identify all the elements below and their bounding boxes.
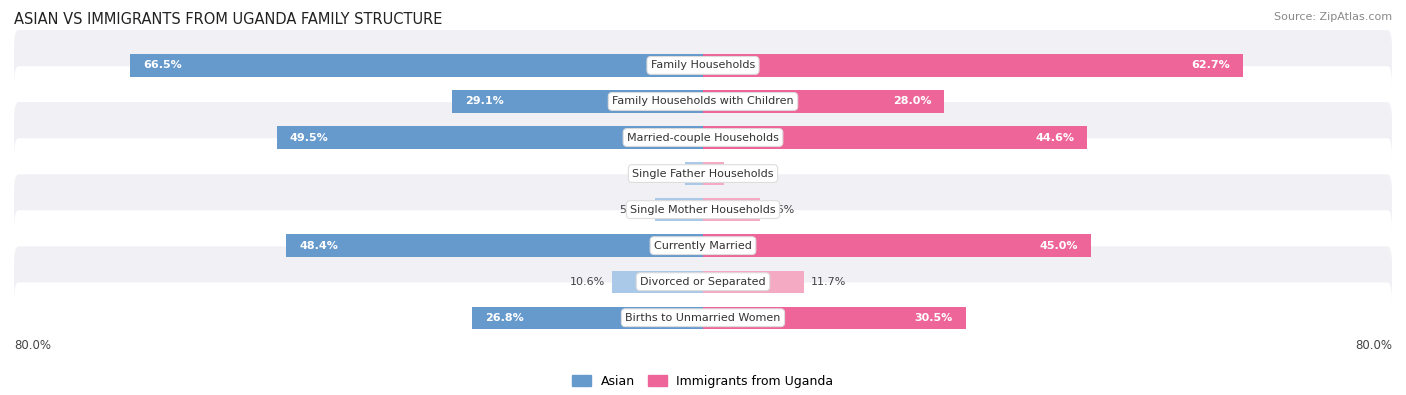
Text: 45.0%: 45.0% [1039,241,1077,251]
FancyBboxPatch shape [14,246,1392,317]
Bar [703,307,966,329]
Text: 6.6%: 6.6% [766,205,794,214]
Bar [703,271,804,293]
Bar [703,126,1087,149]
FancyBboxPatch shape [14,174,1392,245]
Text: Family Households with Children: Family Households with Children [612,96,794,107]
Bar [703,198,759,221]
Bar [472,307,703,329]
Text: 2.4%: 2.4% [731,169,759,179]
Bar [685,162,703,185]
FancyBboxPatch shape [14,138,1392,209]
FancyBboxPatch shape [14,282,1392,353]
Text: 26.8%: 26.8% [485,313,524,323]
Text: 80.0%: 80.0% [1355,339,1392,352]
Bar [703,235,1091,257]
Text: Source: ZipAtlas.com: Source: ZipAtlas.com [1274,12,1392,22]
Bar [655,198,703,221]
Text: 29.1%: 29.1% [465,96,505,107]
Bar [287,235,703,257]
Text: 2.1%: 2.1% [650,169,678,179]
Text: 10.6%: 10.6% [569,276,605,287]
Text: ASIAN VS IMMIGRANTS FROM UGANDA FAMILY STRUCTURE: ASIAN VS IMMIGRANTS FROM UGANDA FAMILY S… [14,12,443,27]
Text: 44.6%: 44.6% [1035,132,1074,143]
Text: 30.5%: 30.5% [914,313,953,323]
Text: 62.7%: 62.7% [1191,60,1230,70]
Bar [612,271,703,293]
Text: Family Households: Family Households [651,60,755,70]
Bar [131,54,703,77]
Text: Divorced or Separated: Divorced or Separated [640,276,766,287]
Text: 5.6%: 5.6% [620,205,648,214]
Text: Married-couple Households: Married-couple Households [627,132,779,143]
Bar [277,126,703,149]
Text: Single Mother Households: Single Mother Households [630,205,776,214]
Text: 66.5%: 66.5% [143,60,181,70]
FancyBboxPatch shape [14,30,1392,101]
FancyBboxPatch shape [14,102,1392,173]
Text: 28.0%: 28.0% [893,96,931,107]
Text: 48.4%: 48.4% [299,241,337,251]
Text: 11.7%: 11.7% [811,276,846,287]
Text: Births to Unmarried Women: Births to Unmarried Women [626,313,780,323]
Text: 80.0%: 80.0% [14,339,51,352]
FancyBboxPatch shape [14,66,1392,137]
Text: Single Father Households: Single Father Households [633,169,773,179]
Text: Currently Married: Currently Married [654,241,752,251]
FancyBboxPatch shape [14,210,1392,281]
Bar [703,90,945,113]
Bar [453,90,703,113]
Legend: Asian, Immigrants from Uganda: Asian, Immigrants from Uganda [568,370,838,393]
Bar [703,162,724,185]
Bar [703,54,1243,77]
Text: 49.5%: 49.5% [290,132,329,143]
